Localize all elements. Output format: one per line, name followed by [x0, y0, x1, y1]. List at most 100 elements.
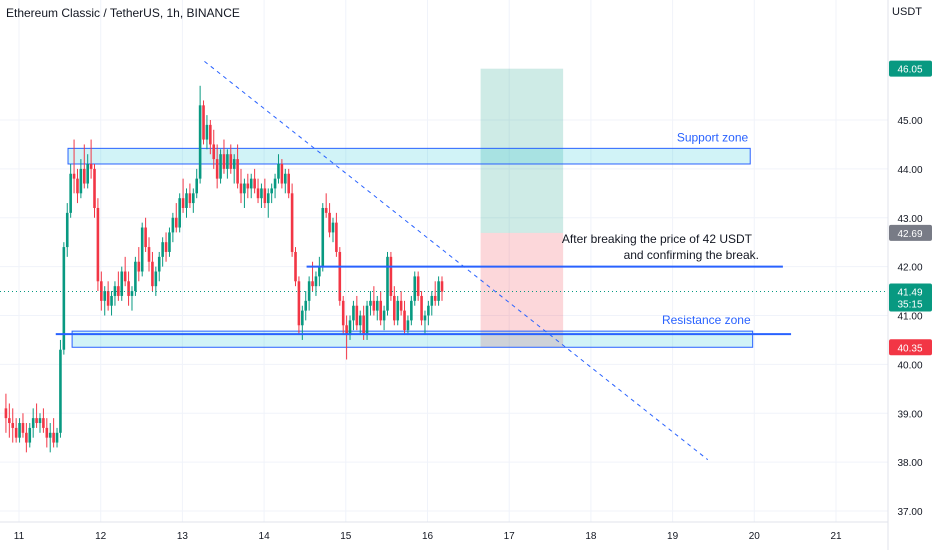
candle [358, 310, 362, 336]
candle-body [110, 295, 113, 306]
candle [324, 193, 328, 218]
candle [413, 271, 417, 306]
candle [110, 291, 113, 316]
y-tick-label: 45.00 [897, 116, 922, 127]
candle [294, 247, 297, 287]
candle-body [76, 178, 79, 194]
candle-body [263, 188, 267, 204]
candle [229, 144, 233, 174]
candle-body [127, 281, 130, 296]
x-tick-label: 19 [667, 531, 679, 542]
candle [134, 256, 137, 296]
candle-body [123, 271, 127, 282]
candle [348, 315, 352, 340]
candle [399, 291, 403, 316]
candle-body [331, 222, 335, 233]
x-tick-label: 14 [259, 531, 271, 542]
candle [25, 423, 28, 453]
candle [307, 276, 311, 311]
candle [263, 178, 267, 208]
x-tick-label: 20 [749, 531, 761, 542]
candle-body [256, 188, 260, 199]
candle-body [236, 159, 239, 184]
candle [283, 168, 287, 194]
candle [423, 310, 427, 336]
candle-body [393, 295, 396, 321]
candle [314, 271, 318, 296]
price-tag-stop: 40.35 [889, 339, 932, 356]
candle-body [410, 300, 413, 321]
candle [212, 129, 216, 169]
candle-body [403, 310, 406, 331]
candle-body [154, 271, 158, 287]
candle-body [140, 227, 144, 272]
candle-body [86, 163, 89, 184]
candle-body [161, 242, 164, 257]
candle-body [290, 193, 294, 252]
candle-body [389, 256, 393, 296]
candle-body [229, 154, 233, 169]
candle-body [294, 251, 297, 282]
y-tick-label: 37.00 [897, 507, 922, 518]
candle [154, 266, 158, 296]
y-tick-label: 41.00 [897, 312, 922, 323]
candle-body [11, 423, 15, 428]
candle [28, 423, 32, 448]
candle [372, 286, 376, 316]
candle-body [120, 271, 124, 296]
candle-body [420, 295, 423, 321]
annotation-line1: After breaking the price of 42 USDT [562, 232, 753, 246]
y-tick-label: 43.00 [897, 214, 922, 225]
price-tag-label: 46.05 [897, 65, 922, 76]
candle [433, 281, 437, 306]
candle-body [130, 291, 134, 296]
candle-body [4, 408, 8, 419]
candle-body [215, 159, 219, 179]
candle-body [266, 193, 270, 204]
candles [4, 85, 444, 453]
candle [222, 139, 226, 174]
candle [123, 256, 127, 287]
candle [396, 295, 400, 326]
candle [178, 193, 181, 233]
candle-body [328, 212, 331, 233]
candle [96, 198, 100, 292]
candle [328, 203, 331, 238]
candle [345, 315, 348, 360]
candle-body [168, 232, 171, 252]
candle-body [42, 418, 45, 428]
candle [151, 251, 154, 292]
candle-body [369, 300, 372, 306]
candle [331, 217, 335, 243]
candle-body [304, 300, 308, 311]
candle-body [260, 188, 263, 199]
candle-body [355, 305, 359, 326]
candle [273, 173, 277, 199]
candle [406, 315, 410, 336]
candle-body [93, 168, 96, 208]
candle-body [38, 418, 42, 424]
candle-body [243, 183, 246, 194]
candle [382, 305, 386, 331]
candle-body [270, 188, 273, 194]
candle-body [352, 305, 355, 321]
candle [253, 168, 256, 194]
candle [86, 154, 89, 189]
price-tag-entry: 42.69 [889, 224, 932, 241]
x-tick-label: 17 [504, 531, 516, 542]
candle-body [427, 305, 430, 316]
candle-body [21, 423, 25, 433]
candle-body [232, 159, 236, 169]
candle [403, 300, 406, 336]
candle-body [372, 300, 376, 311]
candle-body [171, 217, 175, 233]
candle-body [249, 178, 253, 189]
candle-body [311, 281, 314, 287]
candle [290, 183, 294, 257]
candle [280, 159, 284, 189]
candle-body [82, 168, 86, 184]
candle [52, 418, 55, 448]
candle-body [219, 154, 222, 179]
candle-body [188, 193, 192, 204]
